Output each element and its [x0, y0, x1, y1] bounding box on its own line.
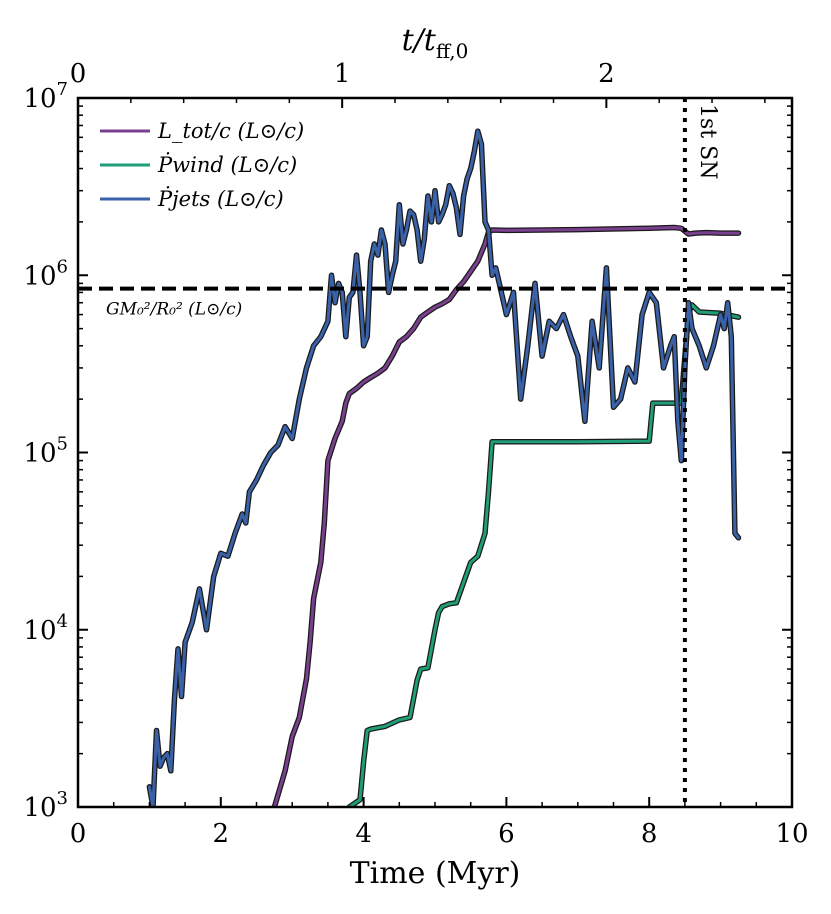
legend-entry: Ṗjets (L⊙/c)	[100, 187, 284, 211]
y-tick-label: 103	[23, 788, 68, 823]
top-axis-label: t/tff,0	[402, 23, 469, 63]
series-outline-1	[346, 302, 742, 807]
x-tick-label: 6	[498, 819, 515, 849]
y-tick-label: 106	[23, 256, 68, 291]
top-axis-label-main: t/t	[402, 23, 437, 58]
y-tick-label: 107	[23, 79, 68, 114]
top-tick-label: 1	[334, 59, 351, 89]
y-tick-exponent: 5	[57, 434, 68, 455]
y-tick-exponent: 7	[57, 79, 68, 100]
legend: L_tot/c (L⊙/c) Ṗwind (L⊙/c) Ṗjets (L⊙/c)	[100, 119, 304, 211]
series-line-0	[272, 226, 740, 807]
x-tick-label: 4	[355, 819, 372, 849]
y-tick-base: 10	[23, 793, 56, 823]
y-tick-exponent: 3	[57, 788, 68, 809]
legend-label: Ṗwind (L⊙/c)	[157, 153, 297, 177]
x-axis-label: Time (Myr)	[350, 856, 521, 891]
hline-label: GM₀²/R₀² (L⊙/c)	[106, 300, 242, 320]
top-tick-label: 2	[598, 59, 615, 89]
legend-label: Ṗjets (L⊙/c)	[157, 187, 284, 211]
x-tick-label: 8	[641, 819, 658, 849]
y-tick-base: 10	[23, 616, 56, 646]
vline-label: 1st SN	[695, 104, 720, 179]
series-line-2	[147, 129, 740, 807]
plot-frame	[76, 96, 794, 809]
series-line-1	[347, 303, 740, 807]
chart-reference-lines	[78, 98, 792, 807]
y-tick-exponent: 6	[57, 256, 68, 277]
legend-entry: L_tot/c (L⊙/c)	[100, 119, 304, 143]
y-tick-exponent: 4	[57, 611, 68, 632]
x-tick-label: 2	[213, 819, 230, 849]
y-tick-label: 104	[23, 611, 68, 646]
series-outline-2	[146, 128, 742, 807]
legend-label: L_tot/c (L⊙/c)	[157, 119, 304, 143]
top-axis-label-sub: ff,0	[436, 39, 469, 63]
y-tick-base: 10	[23, 84, 56, 114]
top-tick-label: 0	[70, 59, 87, 89]
y-tick-base: 10	[23, 261, 56, 291]
legend-entry: Ṗwind (L⊙/c)	[100, 153, 297, 177]
y-tick-label: 105	[23, 434, 68, 469]
x-tick-label: 10	[775, 819, 808, 849]
y-tick-base: 10	[23, 439, 56, 469]
chart-series-layer	[146, 128, 742, 807]
x-tick-label: 0	[70, 819, 87, 849]
